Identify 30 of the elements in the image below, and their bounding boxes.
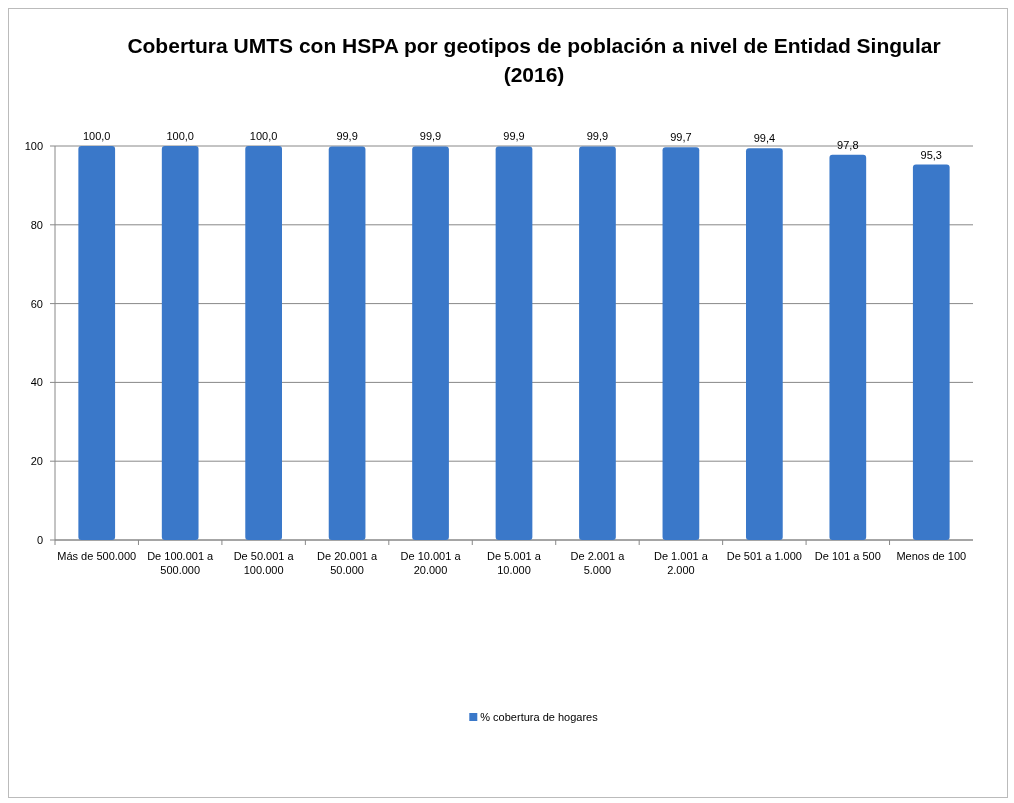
x-tick-label: De 5.001 a 10.000 [487,550,542,576]
chart-title: Cobertura UMTS con HSPA por geotipos de población a nivel de Entidad Singular (2016) [127,34,941,86]
x-tick-label: De 100.001 a 500.000 [147,550,215,576]
y-tick-label: 40 [30,376,43,389]
x-tick-label: De 10.001 a 20.000 [400,550,462,576]
y-tick-label: 100 [24,140,43,152]
data-label: 99,4 [753,132,776,145]
data-label: 99,9 [336,130,358,143]
y-tick-label: 60 [30,297,43,310]
x-tick-label: De 2.001 a 5.000 [570,550,626,576]
data-label: 100,0 [82,130,111,142]
data-label: 97,8 [837,138,859,151]
x-tick-label: Menos de 100 [896,550,967,562]
legend-label: % cobertura de hogares [480,711,599,723]
data-label: 95,3 [920,148,942,161]
data-label: 99,9 [503,130,525,143]
data-label: 99,9 [586,130,609,143]
data-label: 100,0 [249,130,278,142]
y-tick-label: 0 [36,534,43,546]
y-tick-label: 20 [30,455,43,468]
x-tick-label: De 1.001 a 2.000 [654,550,709,576]
data-label: 100,0 [166,130,194,142]
data-label: 99,9 [419,130,442,143]
y-tick-label: 80 [30,218,43,231]
x-tick-label: De 20.001 a 50.000 [317,550,378,576]
x-tick-label: Más de 500.000 [57,550,137,562]
data-label: 99,7 [670,131,692,144]
x-tick-label: De 50.001 a 100.000 [233,550,295,576]
x-tick-label: De 501 a 1.000 [726,550,802,562]
x-tick-label: De 101 a 500 [814,550,881,562]
